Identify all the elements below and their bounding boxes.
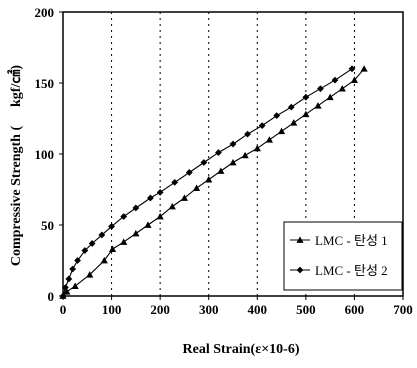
x-axis-title: Real Strain(ε×10-6) <box>183 342 300 357</box>
data-point-triangle <box>253 144 261 152</box>
data-point-triangle <box>100 256 108 264</box>
data-point-triangle <box>192 184 201 191</box>
data-point-triangle <box>277 127 286 135</box>
data-point-triangle <box>302 110 310 118</box>
data-point-diamond <box>147 194 154 202</box>
legend-label-2: LMC - 탄성 2 <box>315 263 388 278</box>
data-point-diamond <box>62 284 69 291</box>
y-axis-unit: kgf/㎠) <box>7 65 24 107</box>
data-point-triangle <box>326 93 334 101</box>
y-tick-label: 200 <box>35 5 55 20</box>
x-tick-label: 300 <box>199 302 219 317</box>
data-point-triangle <box>180 194 189 201</box>
data-point-triangle <box>168 202 176 210</box>
data-point-diamond <box>348 65 356 73</box>
data-point-diamond <box>302 93 310 101</box>
x-tick-label: 0 <box>60 302 67 317</box>
legend-label-1: LMC - 탄성 1 <box>315 233 388 248</box>
x-tick-label: 600 <box>345 302 365 317</box>
series-layer <box>59 65 368 300</box>
data-point-diamond <box>81 247 89 254</box>
data-point-triangle <box>314 102 322 109</box>
data-point-diamond <box>98 231 106 239</box>
data-point-triangle <box>156 212 164 220</box>
y-tick-label: 150 <box>35 76 55 91</box>
data-point-diamond <box>331 76 339 84</box>
data-point-diamond <box>244 130 251 138</box>
data-point-diamond <box>69 265 77 273</box>
data-point-triangle <box>71 282 79 289</box>
series-1 <box>59 65 368 299</box>
data-point-triangle <box>108 245 117 253</box>
series-2 <box>59 65 356 300</box>
data-point-diamond <box>229 140 237 148</box>
y-axis-title-group: Compressive Strength ( kgf/㎠) <box>7 65 24 266</box>
data-point-triangle <box>205 175 213 183</box>
data-point-triangle <box>338 85 346 92</box>
legend-item-lmc-1: LMC - 탄성 1 <box>290 233 388 248</box>
x-tick-label: 200 <box>150 302 170 317</box>
data-point-triangle <box>360 65 368 72</box>
legend-box <box>283 221 403 291</box>
data-point-diamond <box>65 275 73 283</box>
data-point-triangle <box>350 76 359 84</box>
data-point-triangle <box>132 229 140 237</box>
data-point-diamond <box>200 159 208 166</box>
data-point-triangle <box>63 288 71 295</box>
y-tick-label: 100 <box>35 147 55 162</box>
data-point-diamond <box>317 85 324 93</box>
data-point-diamond <box>171 179 179 186</box>
y-tick-label: 50 <box>41 218 54 233</box>
data-point-triangle <box>217 167 225 174</box>
data-point-diamond <box>88 240 96 247</box>
data-point-diamond <box>258 122 266 129</box>
x-tick-label: 100 <box>102 302 122 317</box>
data-point-triangle <box>265 136 274 143</box>
y-axis-title: Compressive Strength ( <box>9 126 24 267</box>
legend-marker-diamond <box>296 266 304 274</box>
legend: LMC - 탄성 1 LMC - 탄성 2 <box>283 221 403 291</box>
data-point-diamond <box>215 149 222 156</box>
x-tick-label: 400 <box>248 302 268 317</box>
data-point-diamond <box>59 292 67 300</box>
axis-ticks: 0 100 200 300 400 500 600 700 0 50 100 150 200 <box>35 5 413 317</box>
y-tick-label: 0 <box>48 289 55 304</box>
data-point-triangle <box>229 158 237 166</box>
data-point-diamond <box>120 213 128 220</box>
data-point-triangle <box>86 271 94 278</box>
data-point-triangle <box>290 119 298 126</box>
x-tick-label: 700 <box>393 302 413 317</box>
legend-marker-triangle <box>296 236 304 243</box>
data-point-triangle <box>120 238 128 245</box>
data-point-diamond <box>108 223 115 230</box>
data-point-triangle <box>144 221 152 228</box>
data-point-diamond <box>287 103 295 111</box>
data-point-triangle <box>241 151 249 159</box>
data-point-diamond <box>156 188 164 196</box>
data-point-diamond <box>74 257 81 264</box>
data-point-diamond <box>132 204 140 212</box>
data-point-diamond <box>273 112 281 120</box>
legend-item-lmc-2: LMC - 탄성 2 <box>290 263 388 278</box>
data-point-diamond <box>185 169 193 176</box>
x-tick-label: 500 <box>296 302 316 317</box>
